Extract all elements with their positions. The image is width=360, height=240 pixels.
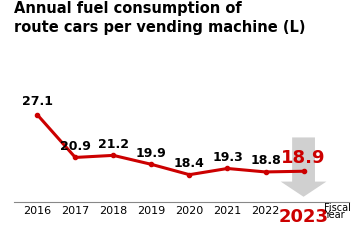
Text: 18.8: 18.8 [250, 155, 281, 168]
Text: 19.9: 19.9 [136, 146, 167, 160]
Text: 19.3: 19.3 [212, 151, 243, 164]
Text: Year: Year [324, 210, 345, 220]
Text: 2023: 2023 [279, 209, 329, 227]
Text: 27.1: 27.1 [22, 95, 53, 108]
Text: 20.9: 20.9 [60, 140, 91, 153]
Text: 21.2: 21.2 [98, 138, 129, 150]
Text: 18.4: 18.4 [174, 157, 205, 170]
Text: 18.9: 18.9 [281, 149, 326, 167]
Text: Annual fuel consumption of
route cars per vending machine (L): Annual fuel consumption of route cars pe… [14, 1, 306, 35]
Text: Fiscal: Fiscal [324, 203, 351, 213]
Polygon shape [281, 138, 327, 197]
